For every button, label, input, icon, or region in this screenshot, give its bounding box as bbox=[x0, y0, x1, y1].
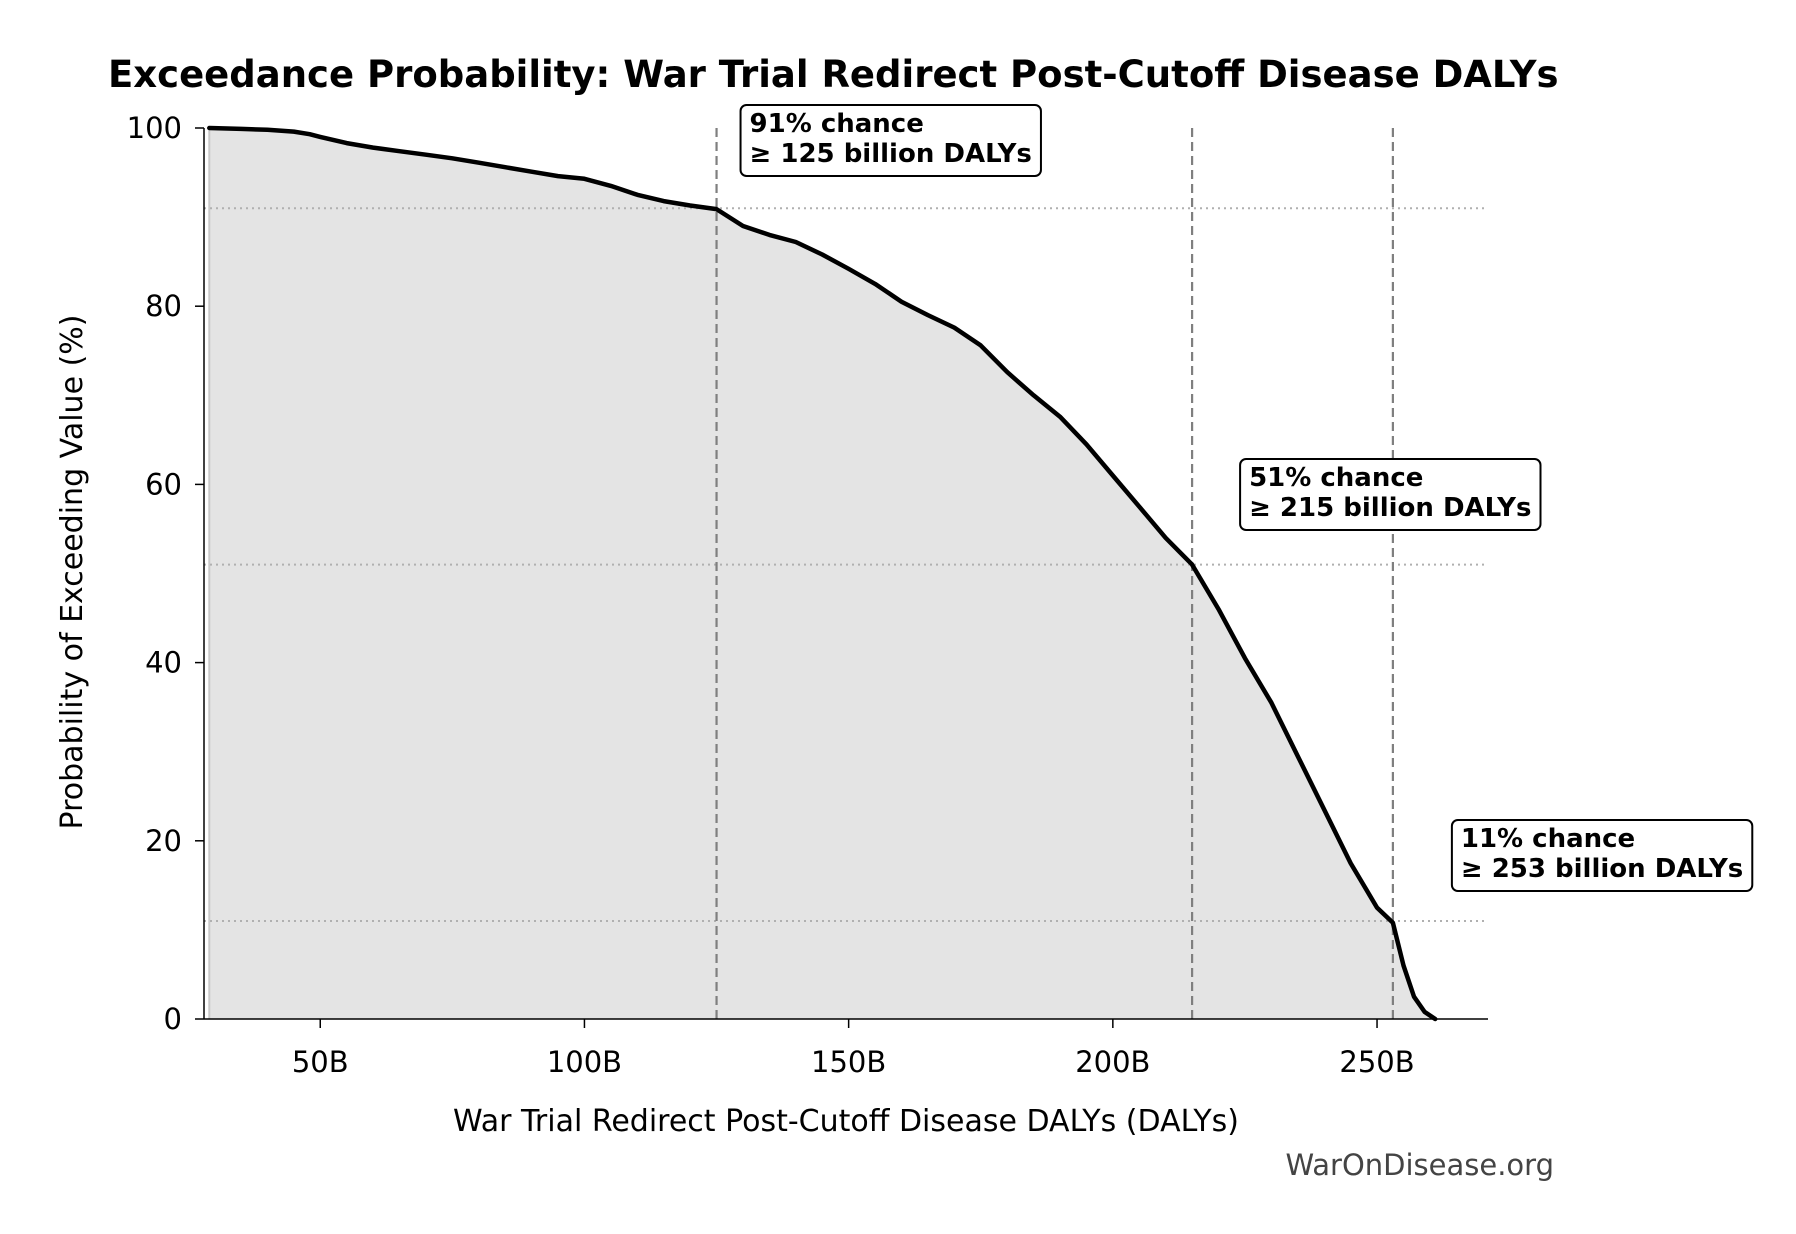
x-tick-label: 100B bbox=[547, 1045, 622, 1079]
exceedance-area bbox=[209, 128, 1436, 1019]
y-tick-label: 0 bbox=[164, 1002, 182, 1036]
y-tick-label: 100 bbox=[127, 111, 182, 145]
annotation-frame bbox=[739, 104, 1042, 177]
x-axis-label: War Trial Redirect Post-Cutoff Disease D… bbox=[453, 1104, 1239, 1139]
watermark-text: WarOnDisease.org bbox=[1285, 1148, 1554, 1182]
x-tick-label: 200B bbox=[1075, 1045, 1150, 1079]
annotation-frame bbox=[1239, 458, 1542, 531]
plot-area: 0 20 40 60 80 100 50B 100B 150B 200B 250B 91% chanc… bbox=[127, 104, 1754, 1079]
annotation-box-91: 91% chance≥ 125 billion DALYs bbox=[739, 104, 1042, 177]
annotation-line2: ≥ 215 billion DALYs bbox=[1249, 493, 1531, 523]
annotation-line1: 91% chance bbox=[750, 109, 924, 139]
x-tick-label: 150B bbox=[811, 1045, 886, 1079]
annotation-line1: 51% chance bbox=[1249, 463, 1423, 493]
annotation-line2: ≥ 253 billion DALYs bbox=[1461, 854, 1743, 884]
y-tick-label: 80 bbox=[145, 289, 182, 323]
annotation-frame bbox=[1450, 819, 1754, 892]
x-tick-label: 250B bbox=[1339, 1045, 1414, 1079]
y-tick-label: 60 bbox=[145, 467, 182, 501]
annotation-line1: 11% chance bbox=[1461, 824, 1635, 854]
y-tick-label: 20 bbox=[145, 824, 182, 858]
y-axis-label: Probability of Exceeding Value (%) bbox=[55, 315, 90, 830]
annotation-box-11: 11% chance≥ 253 billion DALYs bbox=[1450, 819, 1754, 892]
y-tick-label: 40 bbox=[145, 646, 182, 680]
chart-title: Exceedance Probability: War Trial Redire… bbox=[108, 53, 1559, 96]
x-tick-label: 50B bbox=[292, 1045, 349, 1079]
annotation-line2: ≥ 125 billion DALYs bbox=[750, 139, 1032, 169]
exceedance-curve bbox=[207, 125, 1438, 1022]
annotation-box-51: 51% chance≥ 215 billion DALYs bbox=[1239, 458, 1542, 531]
